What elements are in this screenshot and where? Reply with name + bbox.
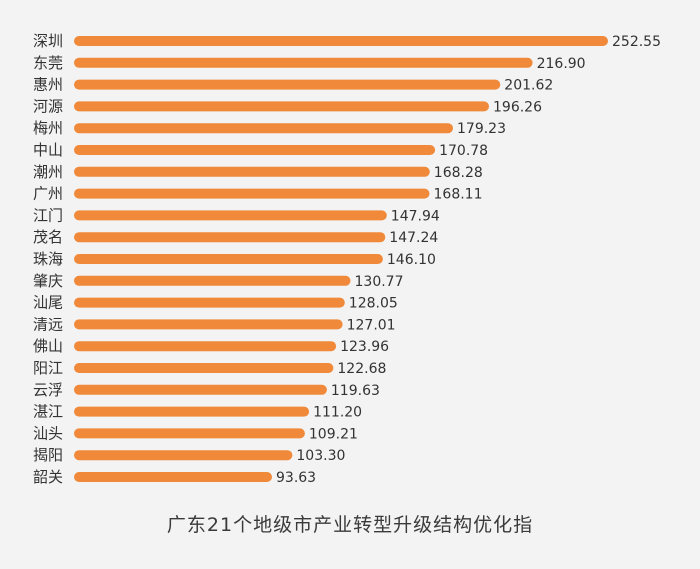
value-label: 119.63 (331, 383, 380, 399)
bar (74, 319, 343, 330)
category-label: 茂名 (33, 228, 63, 246)
category-label: 惠州 (33, 76, 63, 94)
value-label: 179.23 (457, 121, 506, 137)
bar (74, 210, 387, 221)
bar (74, 275, 351, 286)
value-label: 170.78 (439, 143, 488, 159)
value-label: 130.77 (355, 274, 404, 290)
value-label: 146.10 (387, 252, 436, 268)
category-label: 阳江 (33, 359, 63, 377)
chart-title: 广东21个地级市产业转型升级结构优化指 (166, 514, 534, 536)
category-label: 中山 (33, 141, 63, 159)
bar (74, 428, 305, 439)
bar (74, 101, 489, 112)
bar (74, 57, 533, 68)
bar (74, 406, 310, 417)
value-label: 201.62 (504, 78, 553, 94)
category-label: 汕尾 (33, 294, 63, 312)
value-label: 122.68 (337, 361, 386, 377)
category-label: 梅州 (33, 119, 63, 137)
value-label: 111.20 (313, 405, 362, 421)
bar (74, 79, 501, 90)
value-label: 128.05 (349, 296, 398, 312)
value-label: 93.63 (276, 470, 316, 486)
bar (74, 166, 430, 177)
category-label: 东莞 (33, 54, 63, 72)
category-label: 河源 (33, 97, 63, 115)
value-label: 123.96 (340, 339, 389, 355)
category-label: 汕头 (33, 424, 63, 442)
value-label: 168.11 (434, 187, 483, 203)
value-label: 252.55 (612, 34, 661, 50)
category-label: 云浮 (33, 381, 63, 399)
bar (74, 36, 608, 46)
bar (74, 363, 334, 373)
bar (74, 472, 272, 482)
category-label: 潮州 (33, 163, 63, 181)
bar (74, 450, 293, 461)
bar (74, 123, 453, 134)
value-label: 147.24 (389, 230, 438, 246)
bar (74, 145, 436, 155)
category-label: 深圳 (33, 32, 63, 50)
value-label: 109.21 (309, 426, 358, 442)
bar (74, 341, 337, 352)
category-label: 佛山 (33, 337, 63, 355)
bar (74, 232, 386, 243)
category-label: 清远 (33, 315, 63, 333)
category-label: 广州 (33, 185, 63, 203)
bar (74, 254, 383, 264)
bar (74, 384, 327, 395)
value-label: 103.30 (296, 448, 345, 464)
category-label: 珠海 (33, 250, 63, 268)
category-label: 江门 (33, 206, 63, 224)
value-label: 196.26 (493, 99, 542, 115)
value-label: 127.01 (347, 317, 396, 333)
bar (74, 297, 345, 308)
bar (74, 188, 430, 199)
value-label: 216.90 (537, 56, 586, 72)
category-label: 韶关 (33, 468, 63, 486)
category-label: 揭阳 (33, 446, 63, 464)
category-label: 湛江 (33, 403, 63, 421)
value-label: 147.94 (391, 208, 440, 224)
value-label: 168.28 (434, 165, 483, 181)
category-label: 肇庆 (33, 272, 63, 290)
